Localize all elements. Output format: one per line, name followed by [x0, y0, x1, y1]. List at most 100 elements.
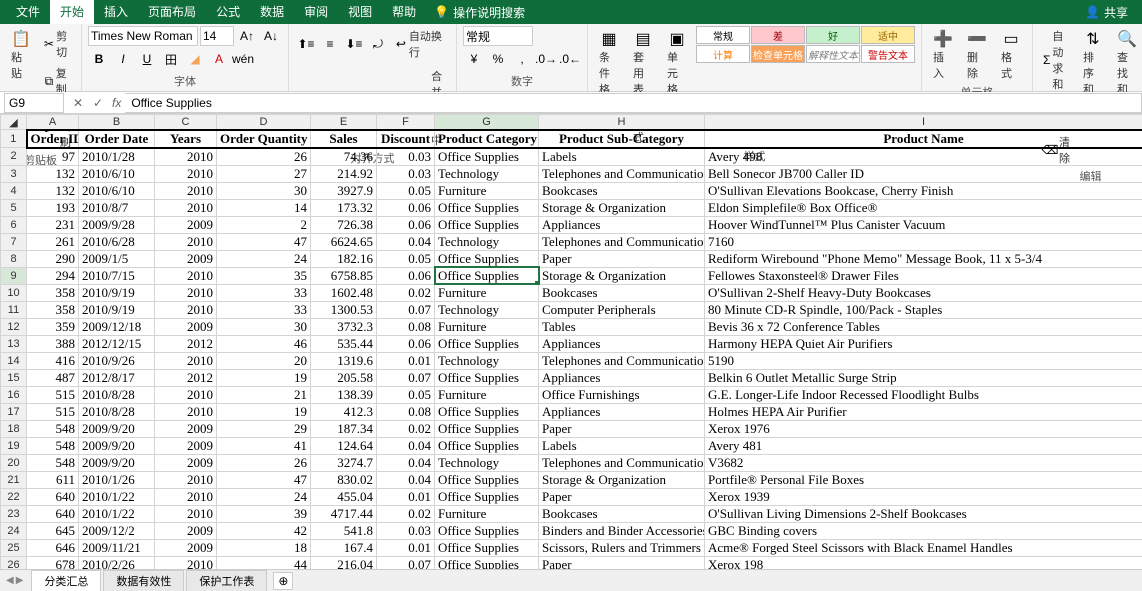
cell[interactable]: 0.01	[377, 352, 435, 369]
cell[interactable]: 2012/8/17	[79, 369, 155, 386]
cell[interactable]: Furniture	[435, 284, 539, 301]
fx-icon[interactable]: fx	[108, 96, 125, 110]
cell[interactable]: 19	[217, 403, 311, 420]
cell[interactable]: 2010	[155, 556, 217, 569]
tab-view[interactable]: 视图	[338, 0, 382, 24]
align-middle-button[interactable]: ≡	[319, 35, 341, 53]
row-header-13[interactable]: 13	[1, 335, 27, 352]
tab-insert[interactable]: 插入	[94, 0, 138, 24]
cell[interactable]: O'Sullivan Elevations Bookcase, Cherry F…	[705, 182, 1142, 199]
cell[interactable]: 2009	[155, 539, 217, 556]
cell[interactable]: Portfile® Personal File Boxes	[705, 471, 1142, 488]
cell[interactable]: 167.4	[311, 539, 377, 556]
cell[interactable]: Furniture	[435, 505, 539, 522]
cell[interactable]: Telephones and Communication	[539, 352, 705, 369]
cell[interactable]: 3732.3	[311, 318, 377, 335]
cell[interactable]: 205.58	[311, 369, 377, 386]
row-header-21[interactable]: 21	[1, 471, 27, 488]
underline-button[interactable]: U	[136, 50, 158, 68]
cell[interactable]: 0.06	[377, 267, 435, 284]
cell[interactable]: 30	[217, 318, 311, 335]
inc-decimal-button[interactable]: .0→	[535, 50, 557, 68]
sheet-tab-1[interactable]: 数据有效性	[103, 570, 184, 591]
cell[interactable]: Office Supplies	[435, 369, 539, 386]
cell[interactable]: 358	[27, 301, 79, 318]
insert-cells-button[interactable]: ➕插入	[928, 26, 958, 84]
cell[interactable]: Bookcases	[539, 182, 705, 199]
cell[interactable]: 2010/6/10	[79, 165, 155, 182]
format-cells-button[interactable]: ▭格式	[996, 26, 1026, 84]
cell[interactable]: Office Supplies	[435, 216, 539, 233]
cell[interactable]: 2010/9/26	[79, 352, 155, 369]
cell[interactable]: 2010/1/22	[79, 488, 155, 505]
cell[interactable]: 2009/1/5	[79, 250, 155, 267]
cell[interactable]: 2010	[155, 386, 217, 403]
cell[interactable]: 290	[27, 250, 79, 267]
cell[interactable]: 0.04	[377, 471, 435, 488]
cell[interactable]: 30	[217, 182, 311, 199]
row-header-18[interactable]: 18	[1, 420, 27, 437]
delete-cells-button[interactable]: ➖删除	[962, 26, 992, 84]
cell[interactable]: 44	[217, 556, 311, 569]
row-header-5[interactable]: 5	[1, 199, 27, 216]
cell[interactable]: Paper	[539, 556, 705, 569]
cell[interactable]: 2010/1/26	[79, 471, 155, 488]
cell[interactable]: 2010/1/28	[79, 148, 155, 166]
sheet-tab-0[interactable]: 分类汇总	[31, 570, 101, 591]
cell[interactable]: 74.36	[311, 148, 377, 166]
tab-pagelayout[interactable]: 页面布局	[138, 0, 206, 24]
cell[interactable]: 24	[217, 250, 311, 267]
cell[interactable]: Bevis 36 x 72 Conference Tables	[705, 318, 1142, 335]
cell[interactable]: 646	[27, 539, 79, 556]
cell[interactable]: 21	[217, 386, 311, 403]
tell-me-search[interactable]: 💡 操作说明搜索	[434, 4, 525, 21]
cell[interactable]: 2010/2/26	[79, 556, 155, 569]
cell[interactable]: 0.03	[377, 148, 435, 166]
cell[interactable]: 29	[217, 420, 311, 437]
cell[interactable]: 0.03	[377, 522, 435, 539]
cell[interactable]: 2010	[155, 182, 217, 199]
font-family-combo[interactable]	[88, 26, 198, 46]
cell[interactable]: Storage & Organization	[539, 267, 705, 284]
header-cell[interactable]: Order Date	[79, 130, 155, 148]
col-header-D[interactable]: D	[217, 115, 311, 130]
font-size-combo[interactable]	[200, 26, 234, 46]
cell[interactable]: Tables	[539, 318, 705, 335]
cell[interactable]: 455.04	[311, 488, 377, 505]
cell[interactable]: 47	[217, 233, 311, 250]
cell[interactable]: 548	[27, 420, 79, 437]
cell[interactable]: Office Supplies	[435, 437, 539, 454]
cell[interactable]: 2010/6/28	[79, 233, 155, 250]
tab-data[interactable]: 数据	[250, 0, 294, 24]
cell[interactable]: 39	[217, 505, 311, 522]
row-header-22[interactable]: 22	[1, 488, 27, 505]
cell[interactable]: 14	[217, 199, 311, 216]
header-cell[interactable]: Discount	[377, 130, 435, 148]
cell[interactable]: 193	[27, 199, 79, 216]
cell[interactable]: Xerox 198	[705, 556, 1142, 569]
cut-button[interactable]: ✂剪切	[40, 26, 75, 62]
comma-button[interactable]: ,	[511, 50, 533, 68]
cell[interactable]: 830.02	[311, 471, 377, 488]
cell[interactable]: Bookcases	[539, 505, 705, 522]
cell[interactable]: 2010	[155, 284, 217, 301]
autosum-button[interactable]: Σ自动求和	[1039, 26, 1074, 94]
cell[interactable]: 2010	[155, 488, 217, 505]
cell[interactable]: 187.34	[311, 420, 377, 437]
cell[interactable]: Fellowes Staxonsteel® Drawer Files	[705, 267, 1142, 284]
sheet-nav-prev[interactable]: ◀	[6, 575, 14, 586]
cell[interactable]: 2010/8/7	[79, 199, 155, 216]
style-normal[interactable]: 常规	[696, 26, 750, 44]
cell[interactable]: 124.64	[311, 437, 377, 454]
tab-file[interactable]: 文件	[6, 0, 50, 24]
cell[interactable]: Telephones and Communication	[539, 454, 705, 471]
cell[interactable]: Computer Peripherals	[539, 301, 705, 318]
cell[interactable]: Harmony HEPA Quiet Air Purifiers	[705, 335, 1142, 352]
header-cell[interactable]: Product Sub-Category	[539, 130, 705, 148]
orientation-button[interactable]: ⤾	[367, 35, 389, 53]
cell[interactable]: 4717.44	[311, 505, 377, 522]
cell[interactable]: 261	[27, 233, 79, 250]
cell[interactable]: 2010	[155, 148, 217, 166]
cell[interactable]: 0.02	[377, 505, 435, 522]
cell[interactable]: Hoover WindTunnel™ Plus Canister Vacuum	[705, 216, 1142, 233]
